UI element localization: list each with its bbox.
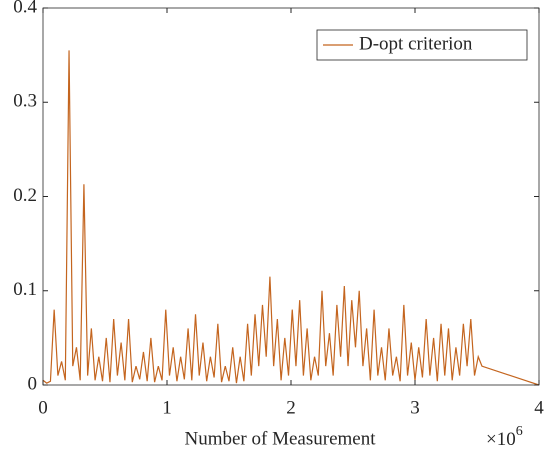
x-exponent: ×106 bbox=[486, 424, 523, 450]
y-tick-label: 0.1 bbox=[13, 279, 37, 300]
x-exponent-base: ×10 bbox=[486, 429, 516, 450]
x-tick-label: 4 bbox=[534, 397, 544, 418]
y-tick-label: 0 bbox=[28, 373, 38, 394]
x-tick-label: 2 bbox=[286, 397, 296, 418]
x-axis-label: Number of Measurement bbox=[185, 428, 377, 449]
y-tick-label: 0.3 bbox=[13, 91, 37, 112]
x-exponent-power: 6 bbox=[516, 424, 523, 439]
x-tick-label: 1 bbox=[162, 397, 172, 418]
legend-label: D-opt criterion bbox=[359, 33, 473, 54]
x-tick-label: 3 bbox=[410, 397, 420, 418]
y-tick-label: 0.2 bbox=[13, 185, 37, 206]
data-line bbox=[42, 50, 540, 386]
x-tick-label: 0 bbox=[38, 397, 48, 418]
y-tick-label: 0.4 bbox=[13, 0, 37, 17]
